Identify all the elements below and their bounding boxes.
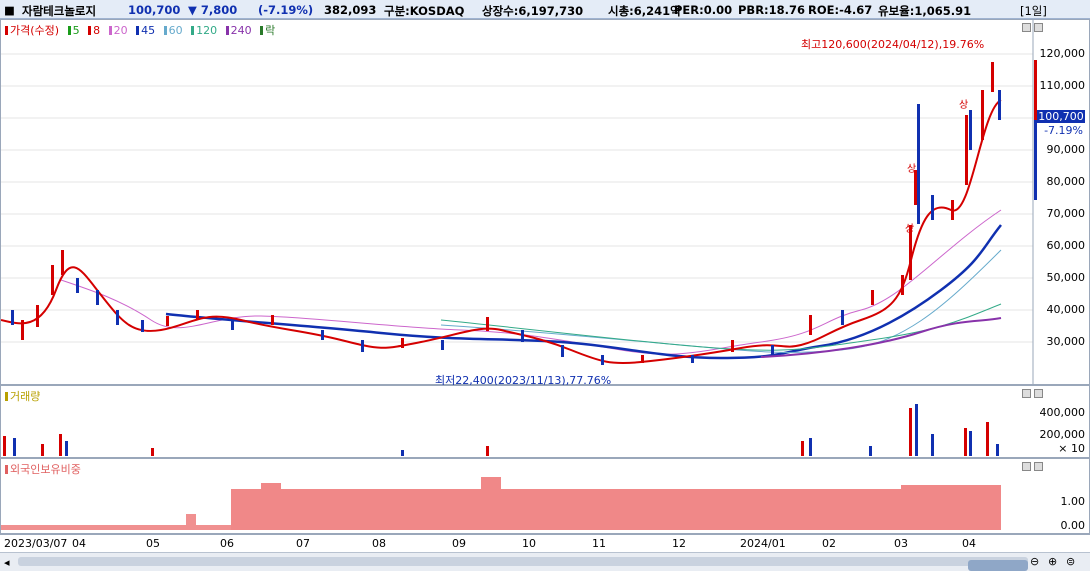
price-legend: 가격(수정) 5 8 20 45 60 120 240 락 [5, 22, 280, 38]
x-tick: 11 [592, 537, 606, 550]
x-tick: 09 [452, 537, 466, 550]
horizontal-scrollbar[interactable] [18, 557, 1028, 571]
foreign-legend[interactable]: 외국인보유비중 [5, 461, 86, 477]
float-text: 유보율:1,065.91 [878, 4, 972, 18]
x-tick: 03 [894, 537, 908, 550]
x-tick: 12 [672, 537, 686, 550]
stock-header: ■ 자람테크놀로지 100,700 ▼ 7,800 (-7.19%) 382,0… [0, 0, 1090, 19]
x-tick: 06 [220, 537, 234, 550]
y-tick: 110,000 [1039, 79, 1086, 92]
pct-tag: -7.19% [1044, 124, 1083, 137]
x-tick: 2024/01 [740, 537, 786, 550]
foreign-panel: 외국인보유비중 1.00 0.00 [0, 458, 1090, 534]
x-tick: 07 [296, 537, 310, 550]
legend-item[interactable]: 5 [67, 24, 80, 37]
legend-item[interactable]: 45 [136, 24, 155, 37]
price-chart [1, 20, 1037, 386]
panel-min-icon[interactable] [1022, 462, 1031, 471]
bottom-toolbar: ◂ ⊖ ⊕ ⊜ [0, 552, 1090, 571]
price-change-pct: (-7.19%) [258, 3, 314, 17]
scrollbar-thumb[interactable] [968, 560, 1028, 571]
market-text: 구분:KOSDAQ [384, 4, 465, 18]
upper-range-bar [1034, 60, 1037, 120]
zoom-reset-icon[interactable]: ⊜ [1066, 555, 1076, 568]
legend-item[interactable]: 60 [163, 24, 183, 37]
x-tick: 05 [146, 537, 160, 550]
y-tick: 50,000 [1046, 271, 1086, 284]
y-tick: 60,000 [1046, 239, 1086, 252]
limit-up-marker: 상 [959, 100, 969, 111]
per-text: PER:0.00 [674, 3, 733, 17]
period-button[interactable]: [1일] [1020, 4, 1047, 18]
legend-item[interactable]: 120 [191, 24, 217, 37]
legend-item[interactable]: 20 [108, 24, 128, 37]
x-tick: 08 [372, 537, 386, 550]
zoom-in-icon[interactable]: ⊕ [1048, 555, 1058, 568]
panel-close-icon[interactable] [1034, 462, 1043, 471]
checkbox-icon[interactable]: ■ [4, 3, 15, 17]
x-axis: 2023/03/07 04 05 06 07 08 09 10 11 12 20… [0, 534, 1090, 551]
pbr-text: PBR:18.76 [738, 3, 806, 17]
x-tick: 04 [72, 537, 86, 550]
foreign-chart [1, 477, 1001, 530]
panel-min-icon[interactable] [1022, 23, 1031, 32]
y-tick: 40,000 [1046, 303, 1086, 316]
roe-text: ROE:-4.67 [808, 3, 873, 17]
y-tick: 90,000 [1046, 143, 1086, 156]
limit-up-marker: 상 [905, 224, 915, 235]
y-tick: 70,000 [1046, 207, 1086, 220]
y-tick: 80,000 [1046, 175, 1086, 188]
x-tick: 2023/03/07 [4, 537, 68, 550]
volume-chart [3, 404, 999, 456]
y-tick: 0.00 [1060, 519, 1086, 532]
price-tag: 100,700 [1037, 110, 1085, 123]
shares-text: 상장수:6,197,730 [482, 4, 584, 18]
y-tick: × 10 [1058, 442, 1085, 455]
panel-close-icon[interactable] [1034, 23, 1043, 32]
current-price: 100,700 [128, 3, 181, 17]
low-annotation: 최저22,400(2023/11/13),77.76% [435, 374, 612, 387]
x-tick: 10 [522, 537, 536, 550]
volume-panel: 거래량 400,000 200,000 × 10 [0, 385, 1090, 458]
mcap-text: 시총:6,241억 [608, 4, 681, 18]
price-panel: 가격(수정) 5 8 20 45 60 120 240 락 [0, 19, 1090, 387]
lower-range-bar [1034, 120, 1037, 200]
x-tick: 04 [962, 537, 976, 550]
legend-item[interactable]: 락 [260, 24, 275, 37]
volume-legend[interactable]: 거래량 [5, 388, 45, 404]
x-tick: 02 [822, 537, 836, 550]
y-tick: 120,000 [1039, 47, 1086, 60]
legend-item[interactable]: 가격(수정) [5, 24, 59, 37]
y-tick: 30,000 [1046, 335, 1086, 348]
y-tick: 400,000 [1039, 406, 1086, 419]
volume-text: 382,093 [324, 3, 377, 17]
legend-item[interactable]: 240 [225, 24, 252, 37]
panel-min-icon[interactable] [1022, 389, 1031, 398]
panel-close-icon[interactable] [1034, 389, 1043, 398]
legend-item[interactable]: 8 [88, 24, 100, 37]
price-change: ▼ 7,800 [188, 3, 238, 17]
y-tick: 200,000 [1039, 428, 1086, 441]
limit-up-marker: 상 [907, 164, 917, 175]
y-tick: 1.00 [1060, 495, 1086, 508]
high-annotation: 최고120,600(2024/04/12),19.76% [801, 38, 985, 51]
stock-name[interactable]: 자람테크놀로지 [22, 4, 97, 18]
zoom-out-icon[interactable]: ⊖ [1030, 555, 1040, 568]
scroll-left-icon[interactable]: ◂ [4, 556, 10, 569]
